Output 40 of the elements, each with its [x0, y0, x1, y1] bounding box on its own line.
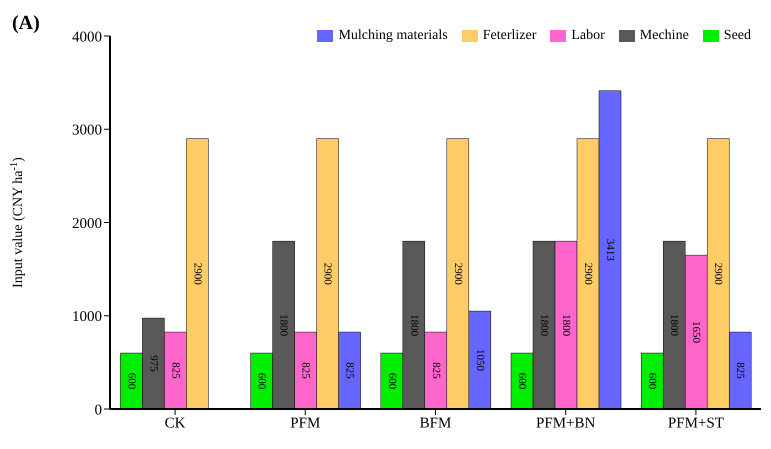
- y-tick-label: 3000: [72, 122, 102, 139]
- data-label: 825: [734, 362, 746, 380]
- data-label: 3413: [604, 238, 616, 262]
- data-label: 825: [430, 362, 442, 380]
- x-tick-label: PFM+BN: [536, 416, 596, 432]
- data-label: 1050: [474, 349, 486, 372]
- data-label: 1800: [668, 314, 680, 337]
- data-label: 825: [300, 362, 312, 380]
- x-tick-label: PFM+ST: [668, 416, 724, 432]
- legend-label: Labor: [571, 28, 605, 44]
- y-tick-label: 2000: [72, 216, 102, 232]
- data-label: 600: [516, 372, 528, 390]
- data-label: 2900: [191, 262, 204, 286]
- y-tick-label: 4000: [72, 29, 102, 46]
- legend-label: Seed: [724, 28, 751, 44]
- data-label: 825: [169, 362, 182, 380]
- data-label: 600: [386, 372, 398, 390]
- data-label: 825: [344, 362, 356, 380]
- legend-label: Mechine: [640, 28, 689, 44]
- data-label: 1800: [408, 314, 420, 337]
- data-label: 1800: [538, 314, 550, 337]
- x-tick-label: CK: [164, 416, 186, 432]
- chart-title: (A): [12, 12, 40, 35]
- data-label: 600: [646, 372, 658, 390]
- data-label: 2900: [322, 262, 334, 286]
- data-label: 2900: [712, 262, 724, 286]
- data-label: 1800: [278, 314, 290, 337]
- data-label: 2900: [452, 262, 464, 286]
- data-label: 975: [147, 355, 160, 372]
- data-label: 1800: [560, 314, 572, 337]
- legend-label: Feterlizer: [482, 28, 536, 44]
- data-label: 600: [125, 372, 138, 390]
- data-label: 1650: [690, 321, 702, 344]
- data-label: 600: [256, 372, 268, 390]
- x-tick-label: PFM: [290, 416, 320, 432]
- legend-label: Mulching materials: [338, 28, 448, 44]
- data-label: 2900: [582, 262, 594, 286]
- y-tick-label: 1000: [72, 309, 102, 326]
- y-tick-label: 0: [94, 402, 102, 418]
- x-tick-label: BFM: [420, 416, 452, 432]
